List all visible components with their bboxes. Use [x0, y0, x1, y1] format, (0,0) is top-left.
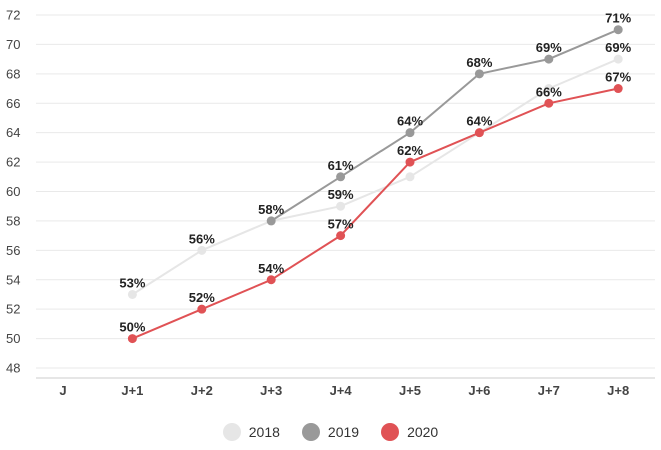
series-2019-data-label: 61% — [328, 158, 354, 173]
y-axis-ticks: 48 50 52 54 56 58 60 62 64 66 68 70 72 — [6, 8, 20, 376]
data-labels: 53% 56% 59% 69% 58% 61% 64% 68% 69% 71% 50% 52% 54% 5… — [119, 11, 631, 335]
series-2019-data-label: 68% — [466, 55, 492, 70]
series-2019-data-label: 58% — [258, 202, 284, 217]
series-2020-data-label: 62% — [397, 143, 423, 158]
series-2020-point — [474, 128, 484, 138]
legend-swatch — [381, 423, 400, 441]
x-tick-label: J+7 — [538, 383, 560, 398]
series-2018-data-label: 53% — [119, 275, 145, 290]
y-tick-label: 70 — [6, 37, 20, 52]
series-2020-data-label: 50% — [119, 320, 145, 335]
x-tick-label: J — [59, 383, 66, 398]
legend-label: 2018 — [248, 424, 280, 440]
x-tick-label: J+2 — [191, 383, 213, 398]
series-2018-point — [544, 84, 554, 94]
series-2018-point — [613, 54, 623, 64]
series-2020-data-label: 54% — [258, 261, 284, 276]
legend-label: 2020 — [407, 424, 439, 440]
series-2020-data-label: 64% — [466, 114, 492, 129]
series-2020-data-label: 66% — [536, 84, 562, 99]
series-2018-point — [127, 289, 137, 299]
series-2018-point — [197, 245, 207, 255]
legend-item-2019[interactable]: 2019 — [301, 423, 360, 441]
y-tick-label: 48 — [6, 361, 20, 376]
x-tick-label: J+6 — [468, 383, 490, 398]
series-2019-data-label: 64% — [397, 114, 423, 129]
y-tick-label: 58 — [6, 213, 20, 228]
series-2019-point — [474, 69, 484, 79]
series-2019-point — [613, 25, 623, 35]
series-2018-point — [336, 201, 346, 211]
series-2020-point — [197, 304, 207, 314]
y-tick-label: 62 — [6, 155, 20, 170]
series-2019-point — [405, 128, 415, 138]
series-2020-data-label: 57% — [328, 217, 354, 232]
series-2020-point — [336, 231, 346, 241]
y-tick-label: 66 — [6, 96, 20, 111]
series-2020-point — [405, 157, 415, 167]
y-tick-label: 52 — [6, 302, 20, 317]
chart-plot: 48 50 52 54 56 58 60 62 64 66 68 70 72 J J+1 J+2 J+3 J+4… — [6, 8, 655, 398]
series-2019-point — [336, 172, 346, 182]
series-2019-point — [544, 54, 554, 64]
series-2018-data-label: 59% — [328, 187, 354, 202]
series-2018-data-label: 56% — [189, 231, 215, 246]
series-2018-line — [131, 58, 619, 296]
x-tick-label: J+1 — [121, 383, 143, 398]
x-tick-label: J+3 — [260, 383, 282, 398]
series-2019-data-label: 71% — [605, 11, 631, 26]
series-2020-point — [127, 334, 137, 344]
y-tick-label: 68 — [6, 66, 20, 81]
series-2019-line — [270, 28, 619, 222]
y-tick-label: 56 — [6, 243, 20, 258]
y-tick-label: 54 — [6, 272, 20, 287]
x-tick-label: J+8 — [607, 383, 629, 398]
series-2018-point — [405, 172, 415, 182]
x-tick-label: J+5 — [399, 383, 421, 398]
series-2020-point — [266, 275, 276, 285]
series-2020-data-label: 52% — [189, 290, 215, 305]
legend-swatch — [301, 423, 320, 441]
series-2019-data-label: 69% — [536, 40, 562, 55]
series-2018-data-label: 69% — [605, 40, 631, 55]
legend-item-2020[interactable]: 2020 — [381, 423, 438, 441]
x-axis-ticks: J J+1 J+2 J+3 J+4 J+5 J+6 J+7 J+8 — [36, 377, 655, 398]
y-tick-label: 50 — [6, 331, 20, 346]
series-2020-line — [132, 87, 619, 340]
legend: 2018 2019 2020 — [0, 423, 661, 441]
series-2019-point — [266, 216, 276, 226]
legend-label: 2019 — [327, 424, 360, 440]
legend-item-2018[interactable]: 2018 — [222, 423, 280, 441]
series-layer — [127, 25, 623, 344]
legend-swatch — [222, 423, 241, 441]
y-tick-label: 72 — [6, 8, 20, 23]
series-2020-point — [613, 84, 623, 94]
x-tick-label: J+4 — [330, 383, 353, 398]
y-tick-label: 60 — [6, 184, 20, 199]
series-2020-data-label: 67% — [605, 70, 631, 85]
y-tick-label: 64 — [6, 125, 20, 140]
series-2020-point — [544, 98, 554, 108]
